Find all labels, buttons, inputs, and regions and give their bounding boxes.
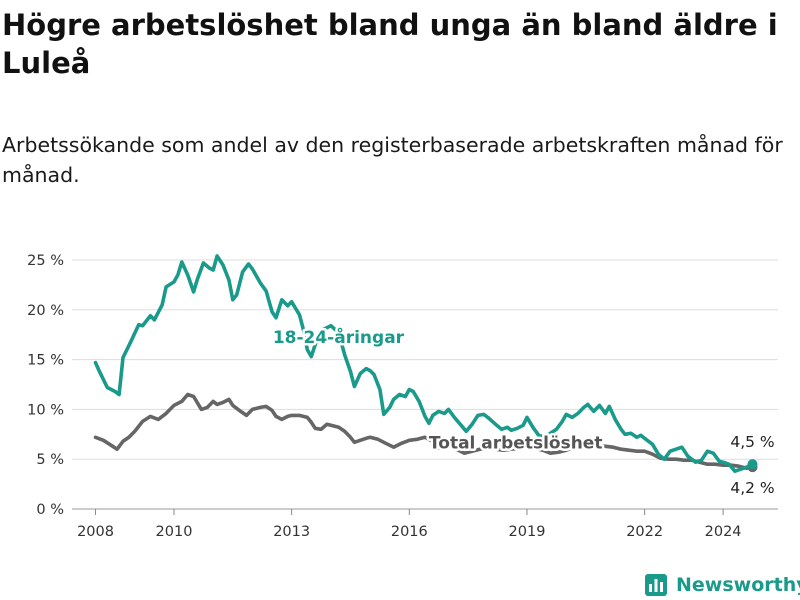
x-tick-label: 2013 [273,524,310,540]
y-tick-label: 0 % [36,502,64,518]
series-label-total: Total arbetslöshet [429,434,603,454]
chart-subtitle: Arbetssökande som andel av den registerb… [2,133,783,187]
x-tick-label: 2010 [156,524,193,540]
chart-title: Högre arbetslöshet bland unga än bland ä… [2,8,778,80]
y-tick-label: 15 % [27,353,64,369]
x-tick-label: 2024 [705,524,742,540]
grid [72,259,778,510]
newsworthy-logo: Newsworthy [644,570,800,600]
end-label-total: 4,2 % [730,479,774,497]
series-line-1 [93,392,755,470]
series-lines [93,254,758,473]
series-label-youth-halo: 18-24-åringar [273,326,405,348]
y-tick-label: 10 % [27,402,64,418]
bar-chart-icon [645,574,667,596]
y-axis-ticks: 0 % 5 % 10 % 15 % 20 % 25 % [27,253,64,518]
series-label-youth: 18-24-åringar [273,326,405,348]
series-line-0 [93,254,755,473]
y-tick-label: 5 % [36,452,64,468]
x-tick-label: 2008 [77,524,114,540]
x-axis-ticks: 2008 2010 2013 2016 2019 2022 2024 [77,509,742,540]
y-tick-label: 25 % [27,253,64,269]
series-end-point-0 [747,459,758,470]
y-tick-label: 20 % [27,303,64,319]
series-label-total-halo: Total arbetslöshet [429,434,603,454]
end-label-youth: 4,5 % [730,433,774,451]
brand-name: Newsworthy [676,574,800,596]
x-tick-label: 2019 [509,524,546,540]
x-tick-label: 2022 [626,524,663,540]
x-tick-label: 2016 [391,524,428,540]
